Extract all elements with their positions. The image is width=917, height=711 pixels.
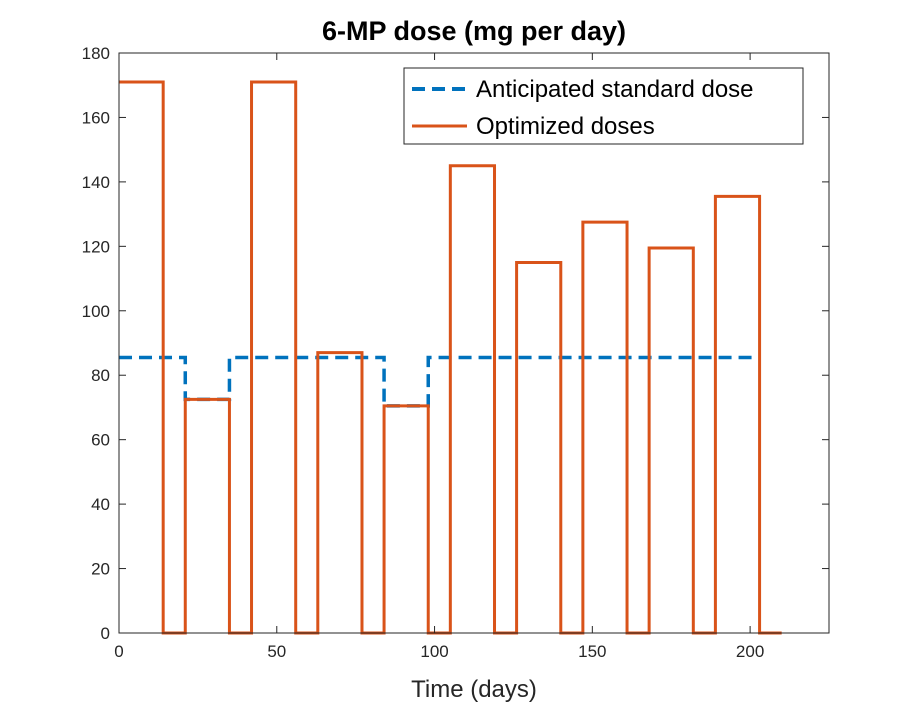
x-axis-label: Time (days) [411, 676, 537, 703]
legend: Anticipated standard dose Optimized dose… [403, 67, 804, 145]
y-tick-label: 0 [101, 624, 110, 643]
tick-layer: 0 50 100 150 200 0 20 40 60 80 100 120 140 160 180 [82, 44, 829, 661]
x-tick-label: 50 [267, 642, 286, 661]
x-tick-label: 150 [578, 642, 606, 661]
y-tick-label: 100 [82, 302, 110, 321]
y-tick-label: 140 [82, 173, 110, 192]
chart-title: 6-MP dose (mg per day) [322, 16, 626, 46]
series-anticipated-standard-dose [119, 355, 760, 408]
y-tick-label: 120 [82, 237, 110, 256]
y-tick-label: 20 [91, 560, 110, 579]
legend-label-anticipated: Anticipated standard dose [476, 76, 754, 103]
y-tick-label: 180 [82, 44, 110, 63]
plot-frame [118, 52, 830, 634]
x-tick-label: 200 [736, 642, 764, 661]
legend-box [403, 67, 804, 145]
plot-area [119, 53, 829, 633]
y-tick-label: 40 [91, 495, 110, 514]
y-tick-label: 60 [91, 431, 110, 450]
y-tick-label: 80 [91, 366, 110, 385]
x-tick-label: 100 [420, 642, 448, 661]
y-tick-label: 160 [82, 108, 110, 127]
legend-label-optimized: Optimized doses [476, 113, 655, 140]
x-tick-label: 0 [114, 642, 123, 661]
